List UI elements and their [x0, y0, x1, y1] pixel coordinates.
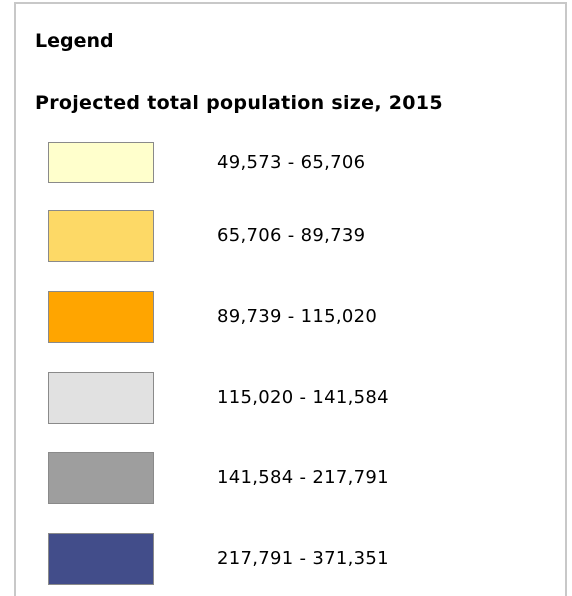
legend-panel: [14, 2, 567, 596]
legend-title: Legend: [35, 30, 114, 52]
legend-label: 217,791 - 371,351: [217, 548, 389, 569]
legend-label: 49,573 - 65,706: [217, 151, 366, 173]
legend-swatch: [48, 452, 154, 504]
legend-label: 115,020 - 141,584: [217, 387, 389, 408]
legend-swatch: [48, 291, 154, 343]
legend-swatch: [48, 210, 154, 262]
legend-swatch: [48, 372, 154, 424]
legend-label: 89,739 - 115,020: [217, 306, 378, 327]
legend-subtitle: Projected total population size, 2015: [35, 92, 443, 114]
legend-label: 141,584 - 217,791: [217, 467, 389, 488]
legend-label: 65,706 - 89,739: [217, 225, 366, 246]
legend-swatch: [48, 142, 154, 183]
legend-swatch: [48, 533, 154, 585]
